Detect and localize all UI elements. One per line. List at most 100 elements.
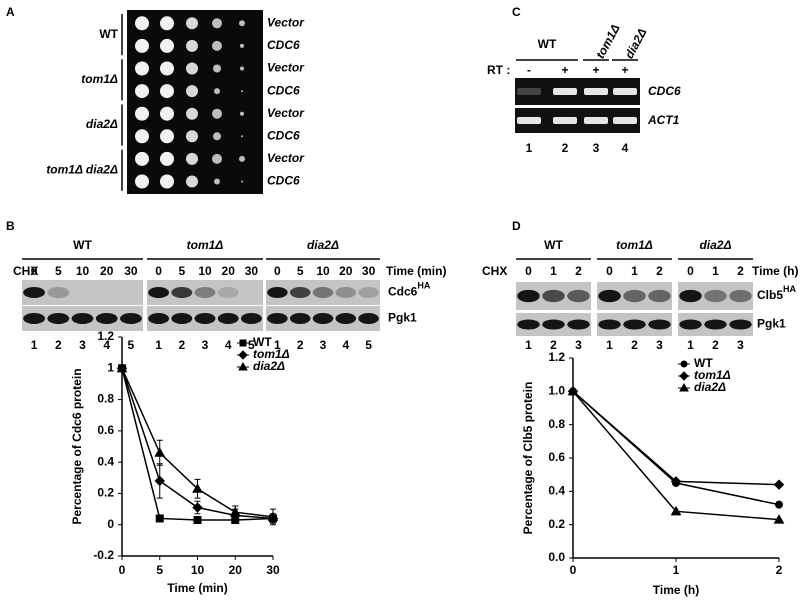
plasmid-label: Vector [267,61,305,75]
spot [214,88,220,95]
x-tick-label: 0 [570,563,577,577]
marker [154,447,166,457]
y-axis-label: Percentage of Clb5 protein [521,382,535,535]
spot [160,151,174,166]
blot-band [240,313,262,324]
y-tick-label: 0.8 [548,417,565,431]
blot-band [542,319,565,330]
lane-number: 2 [712,338,719,352]
lane-number: 1 [274,338,281,352]
plasmid-label: CDC6 [267,174,300,188]
lane-number: 2 [550,338,557,352]
y-tick-label: 1.0 [548,384,565,398]
gel-band [553,88,577,95]
gel-band [613,117,637,124]
spot [160,174,174,189]
blot-label: Cdc6HA [388,281,431,299]
spot [212,18,222,29]
y-axis-label: Percentage of Cdc6 protein [70,368,84,524]
spot [214,178,220,185]
blot-band [148,287,170,298]
blot-band [148,313,170,324]
blot-band [23,313,45,324]
blot-band [679,319,702,330]
legend-label: WT [253,335,272,349]
marker [267,511,279,521]
lane-number: 1 [687,338,694,352]
group-label: WT [73,238,92,252]
blot-band [312,313,334,324]
blot-label: Clb5HA [757,284,797,302]
blot-band [267,287,288,298]
lane-number: 1 [526,141,533,155]
x-tick-label: 10 [191,563,205,577]
plasmid-label: Vector [267,106,305,120]
gel-band [517,88,541,95]
spot [160,38,174,53]
marker [679,382,689,392]
chx-label: CHX [13,264,38,278]
lane-number: 3 [593,141,600,155]
spot [135,106,149,121]
gene-label: CDC6 [648,84,681,98]
marker [670,505,682,516]
blot-band [623,319,646,330]
lane-number: 4 [622,141,629,155]
spot [212,40,222,51]
y-tick-label: 1 [107,360,114,374]
chx-label: CHX [482,264,507,278]
lane-number: 5 [248,338,255,352]
time-label: Time (min) [386,264,446,278]
blot-band [542,289,565,303]
y-tick-label: 1.2 [97,329,114,343]
blot-band [335,287,357,298]
blot-band [704,289,727,303]
lane-number: 2 [562,141,569,155]
marker [773,479,785,490]
blot-band [729,319,752,330]
lane-number: 3 [656,338,663,352]
blot-band [171,287,193,298]
marker [116,362,128,373]
blot-band [171,313,193,324]
time-point: 2 [737,264,744,278]
spot [135,151,149,166]
time-point: 1 [712,264,719,278]
y-tick-label: 0.6 [548,450,565,464]
gel-band [613,88,637,95]
protein-tag: HA [783,284,796,294]
gene-label: ACT1 [647,113,680,127]
spot [239,155,245,162]
spot [135,174,149,189]
protein-name: Cdc6 [388,285,418,299]
blot-band [194,313,216,324]
panel-label: D [512,219,521,233]
blot-band [517,319,540,330]
x-tick-label: 20 [229,563,243,577]
time-point: 0 [31,264,38,278]
x-tick-label: 2 [776,563,783,577]
protein-tag: HA [417,281,430,291]
time-point: 30 [245,264,259,278]
marker [193,516,202,525]
blot-band [517,289,540,303]
protein-name: Pgk1 [757,317,786,331]
time-point: 20 [100,264,114,278]
spot [186,62,198,75]
spot [135,16,149,31]
blot-band [120,313,142,324]
lane-number: 5 [365,338,372,352]
gel-band [584,117,608,124]
time-point: 1 [631,264,638,278]
y-tick-label: 1.2 [548,350,565,364]
marker [154,475,165,487]
spot [135,129,149,144]
group-label: WT [544,238,563,252]
blot-band [312,287,334,298]
blot-band [267,313,288,324]
marker [238,361,248,371]
lane-number: 1 [31,338,38,352]
time-point: 2 [575,264,582,278]
lane-number: 1 [606,338,613,352]
